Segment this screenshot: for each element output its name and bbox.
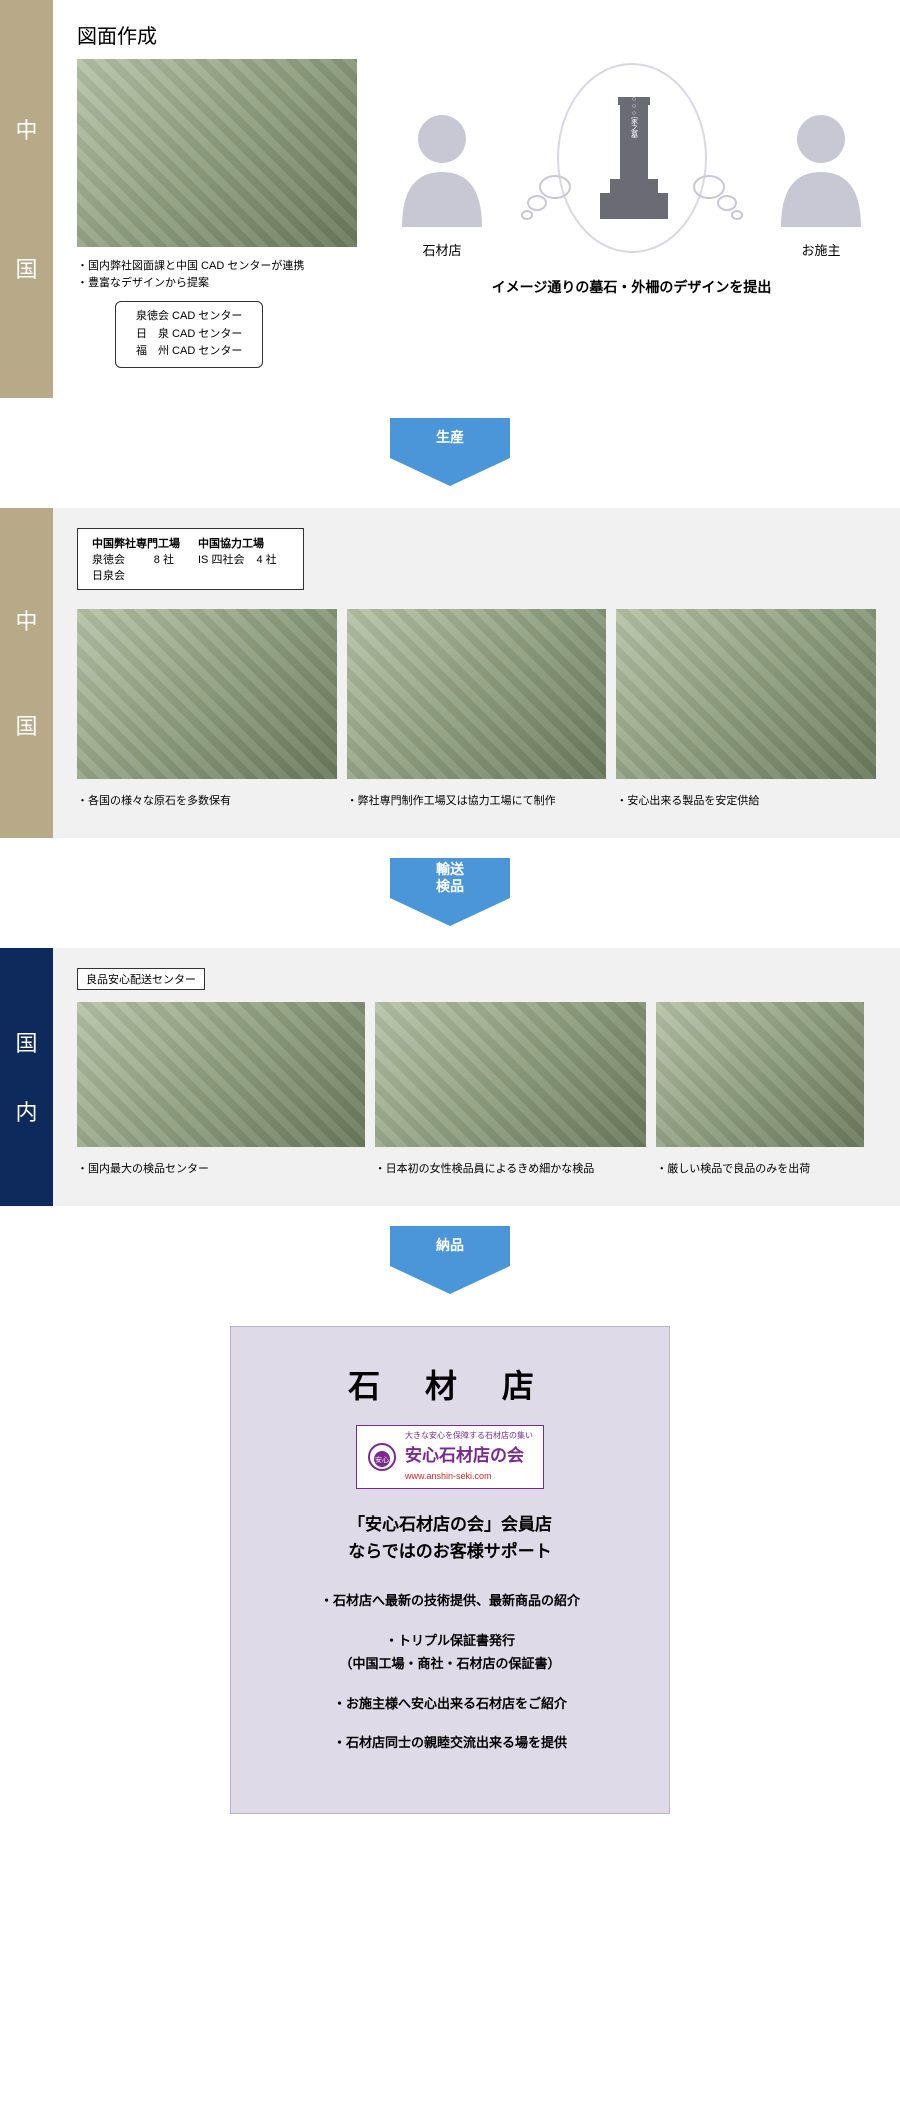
svg-text:安心: 安心: [375, 1455, 389, 1464]
card-title: 石 材 店: [261, 1361, 639, 1407]
delivery-center-badge: 良品安心配送センター: [77, 968, 205, 990]
thought-bubble-icon: [521, 173, 571, 223]
bullets: ・国内弊社図面課と中国 CAD センターが連携 ・豊富なデザインから提案: [77, 258, 357, 291]
person-stone-shop: 石材店: [387, 107, 497, 259]
silhouette-icon: [771, 107, 871, 227]
anshin-mark-icon: 安心: [367, 1442, 397, 1472]
final-card-wrap: 石 材 店 安心 大きな安心を保障する石材店の集い 安心石材店の会 www.an…: [0, 1316, 900, 1864]
factory-table: 中国弊社専門工場 中国協力工場 泉徳会 8 社 IS 四社会 4 社 日泉会: [77, 528, 304, 590]
arrow-production: 生産: [0, 398, 900, 508]
photo-center-exterior: [77, 1002, 365, 1147]
stone-shop-card: 石 材 店 安心 大きな安心を保障する石材店の集い 安心石材店の会 www.an…: [230, 1326, 670, 1814]
photo-raw-stone: [77, 609, 337, 779]
photo-factory-interior: [616, 609, 876, 779]
photo-cad-office: [77, 59, 357, 247]
arrow-delivery: 納品: [0, 1206, 900, 1316]
photo-factory-exterior: [347, 609, 607, 779]
monument-icon: ○○○家之墓: [594, 93, 674, 223]
person-client: お施主: [766, 107, 876, 259]
svg-text:○○○家之墓: ○○○家之墓: [630, 96, 638, 138]
silhouette-icon: [392, 107, 492, 227]
card-subtitle: 「安心石材店の会」会員店 ならではのお客様サポート: [261, 1511, 639, 1565]
section-title: 図面作成: [77, 20, 876, 49]
photo-inspector: [656, 1002, 864, 1147]
photo-warehouse: [375, 1002, 647, 1147]
design-caption: イメージ通りの墓石・外柵のデザインを提出: [492, 277, 772, 297]
support-list: ・石材店へ最新の技術提供、最新商品の紹介 ・トリプル保証書発行 （中国工場・商社…: [261, 1591, 639, 1753]
section-domestic: 国 内 良品安心配送センター ・国内最大の検品センター ・日本初の女性検品員によ…: [0, 948, 900, 1206]
section-production: 中 国 中国弊社専門工場 中国協力工場 泉徳会 8 社 IS 四社会 4 社 日…: [0, 508, 900, 838]
tab-china-2: 中 国: [0, 508, 53, 838]
section-drawing: 中 国 図面作成 ・国内弊社図面課と中国 CAD センターが連携 ・豊富なデザイ…: [0, 0, 900, 398]
tab-china-1: 中 国: [0, 0, 53, 398]
anshin-logo: 安心 大きな安心を保障する石材店の集い 安心石材店の会 www.anshin-s…: [356, 1425, 544, 1489]
cad-centers-box: 泉徳会 CAD センター 日 泉 CAD センター 福 州 CAD センター: [115, 301, 263, 368]
monument-bubble: ○○○家之墓: [557, 63, 707, 253]
thought-bubble-icon: [693, 173, 743, 223]
tab-domestic: 国 内: [0, 948, 53, 1206]
arrow-transport: 輸送 検品: [0, 838, 900, 948]
